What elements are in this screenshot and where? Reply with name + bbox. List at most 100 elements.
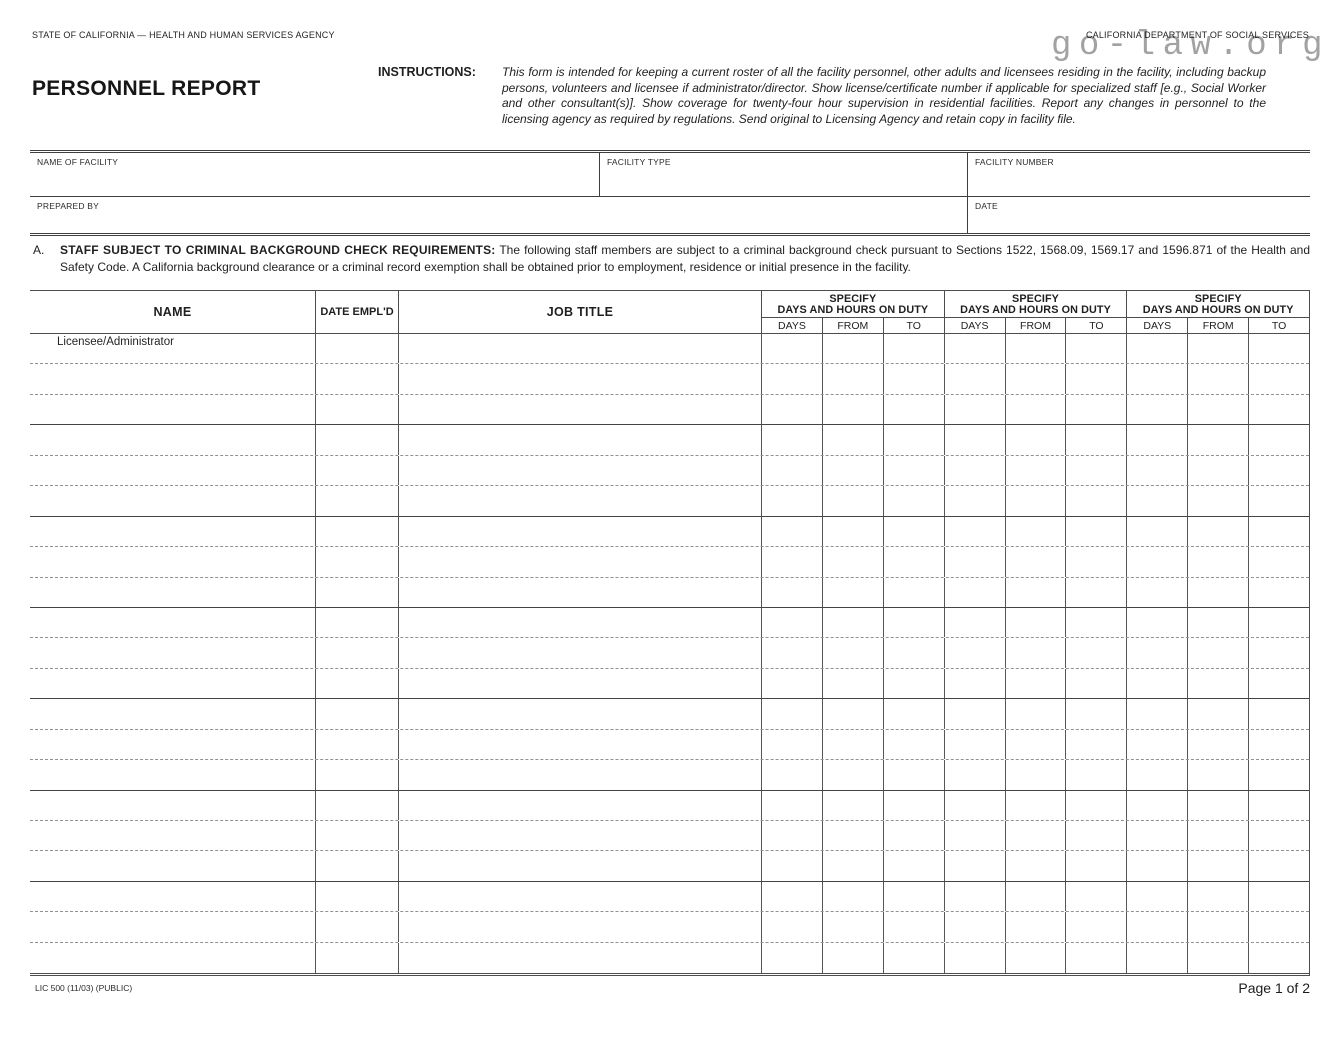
from-cell [1004,334,1066,364]
days-cell [943,942,1005,974]
staff-row [30,881,1309,913]
to-cell [882,729,944,760]
days-cell [1126,760,1187,790]
name-cell [30,821,315,850]
job-title-cell [398,912,761,942]
job-title-cell [398,486,761,516]
days-cell [761,851,822,881]
from-cell [1187,881,1248,912]
days-cell [1126,729,1187,760]
from-cell [1004,577,1066,607]
to-cell [1065,516,1126,547]
from-cell [1004,942,1066,974]
from-cell [1004,790,1066,820]
date-field: DATE [967,197,1310,233]
duty-group-3-header: SPECIFY DAYS AND HOURS ON DUTY DAYS FROM… [1126,291,1310,333]
date-empld-cell [315,394,398,425]
days-cell [943,486,1005,516]
days-cell [1126,334,1187,364]
section-a-paragraph: STAFF SUBJECT TO CRIMINAL BACKGROUND CHE… [60,242,1310,276]
days-cell [943,912,1005,942]
days-cell [761,364,822,394]
from-subheader: FROM [1187,318,1248,333]
duty-group-1-header: SPECIFY DAYS AND HOURS ON DUTY DAYS FROM… [761,291,944,333]
instructions-label: INSTRUCTIONS: [378,65,476,79]
duty-group-2-line1: SPECIFY [1012,293,1059,305]
date-empld-cell [315,425,398,455]
job-title-cell [398,821,761,851]
to-cell [1248,942,1309,974]
staff-row [30,821,1309,852]
from-cell [1004,455,1066,486]
from-cell [821,881,883,912]
to-cell [882,577,944,607]
from-cell [1187,394,1248,425]
staff-row [30,668,1309,700]
to-subheader: TO [882,318,944,333]
date-empld-cell [315,760,398,790]
job-title-cell [398,760,761,790]
to-cell [1248,729,1309,760]
date-empld-cell [315,729,398,760]
duty-group-3-line2: DAYS AND HOURS ON DUTY [1142,304,1294,316]
from-cell [1004,425,1066,455]
days-cell [1126,607,1187,638]
date-empld-cell [315,912,398,942]
staff-row [30,942,1309,974]
days-cell [1126,881,1187,912]
job-title-cell [398,455,761,486]
to-cell [1065,881,1126,912]
from-cell [1187,699,1248,729]
duty-group-2-line2: DAYS AND HOURS ON DUTY [960,304,1111,316]
from-cell [821,790,883,820]
from-cell [1187,486,1248,516]
days-cell [943,607,1005,638]
days-cell [943,851,1005,881]
duty-group-3-title: SPECIFY DAYS AND HOURS ON DUTY [1127,291,1309,317]
staff-row [30,912,1309,943]
to-cell [1248,334,1309,364]
from-cell [1004,638,1066,668]
days-subheader: DAYS [960,319,989,332]
days-cell [943,364,1005,394]
days-cell [761,425,822,455]
staff-row [30,425,1309,456]
from-cell [1187,821,1248,851]
from-cell [821,577,883,607]
staff-row [30,790,1309,821]
staff-row [30,638,1309,669]
days-cell [1126,912,1187,942]
from-cell [821,455,883,486]
section-a-letter: A. [33,243,45,257]
from-cell [1004,394,1066,425]
name-cell [30,730,315,759]
name-of-facility-field: NAME OF FACILITY [30,153,599,197]
days-cell [761,486,822,516]
days-cell [1126,851,1187,881]
to-cell [1248,790,1309,820]
days-cell [761,760,822,790]
from-cell [821,364,883,394]
date-empld-cell [315,638,398,668]
to-cell [1065,729,1126,760]
to-subheader: TO [1065,318,1126,333]
to-cell [1248,577,1309,607]
staff-row [30,760,1309,791]
to-cell [1248,821,1309,851]
from-cell [1187,638,1248,668]
from-cell [821,486,883,516]
days-cell [943,760,1005,790]
to-cell [882,668,944,699]
duty-group-1-line2: DAYS AND HOURS ON DUTY [777,304,929,316]
name-cell: Licensee/Administrator [57,336,174,348]
to-cell [1065,547,1126,577]
days-cell [1126,425,1187,455]
from-cell [1187,851,1248,881]
staff-row [30,699,1309,730]
to-cell [1065,364,1126,394]
date-empld-cell [315,577,398,607]
from-cell [821,912,883,942]
form-number: LIC 500 (11/03) (PUBLIC) [35,983,133,993]
to-cell [1248,516,1309,547]
from-cell [1187,912,1248,942]
